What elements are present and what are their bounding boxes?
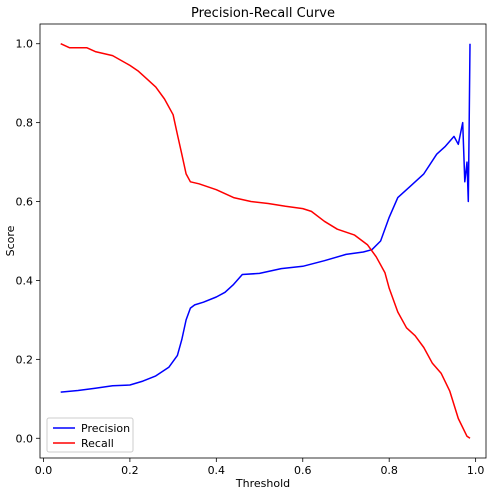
legend-entry-recall: Recall xyxy=(81,437,114,450)
x-tick-label: 0.0 xyxy=(35,464,53,477)
plot-area xyxy=(60,43,471,439)
plot-frame xyxy=(39,23,487,459)
x-tick-label: 0.8 xyxy=(380,464,398,477)
legend-entry-precision: Precision xyxy=(81,422,130,435)
y-tick-label: 0.6 xyxy=(16,196,34,209)
series-line-recall xyxy=(60,43,471,439)
x-tick-label: 0.2 xyxy=(121,464,139,477)
x-tick-label: 0.4 xyxy=(208,464,226,477)
axes: 0.0 0.2 0.4 0.6 0.8 1.0 0.0 0.2 0.4 0.6 0.8 1.0 xyxy=(16,23,487,477)
legend: Precision Recall xyxy=(46,417,134,453)
x-tick-label: 1.0 xyxy=(467,464,485,477)
y-tick-label: 0.0 xyxy=(16,432,34,445)
chart-title: Precision-Recall Curve xyxy=(191,6,335,21)
x-axis-label: Threshold xyxy=(235,477,290,490)
series-line-precision xyxy=(60,43,471,393)
y-tick-label: 0.2 xyxy=(16,353,34,366)
y-tick-label: 0.4 xyxy=(16,274,34,287)
y-axis-label: Score xyxy=(4,225,17,256)
y-tick-label: 0.8 xyxy=(16,117,34,130)
y-tick-label: 1.0 xyxy=(16,38,34,51)
x-tick-label: 0.6 xyxy=(294,464,312,477)
